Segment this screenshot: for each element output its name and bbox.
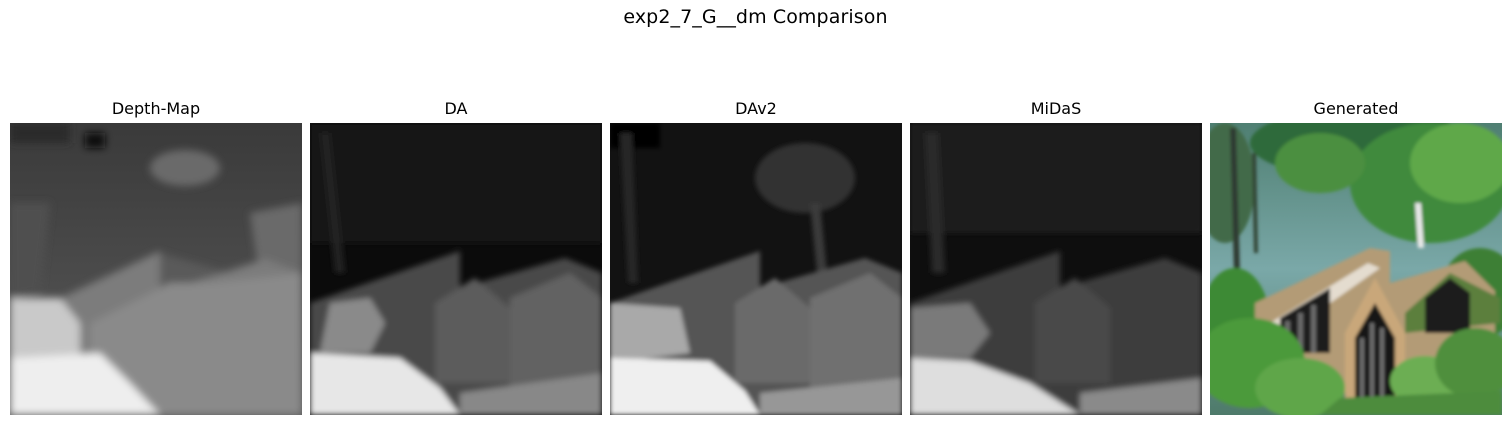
panel-label-generated: Generated: [1313, 99, 1399, 118]
midas-depth-image: [910, 123, 1202, 415]
panel-label-midas: MiDaS: [1030, 99, 1082, 118]
panel-depth-map: Depth-Map: [10, 0, 302, 425]
depth-map-image: [10, 123, 302, 415]
da-depth-image: [310, 123, 602, 415]
panel-generated: Generated: [1210, 0, 1502, 425]
panel-label-da: DA: [444, 99, 468, 118]
generated-house-image: [1210, 123, 1502, 415]
panel-label-depth-map: Depth-Map: [111, 99, 201, 118]
panel-da: DA: [310, 0, 602, 425]
panel-dav2: DAv2: [610, 0, 902, 425]
dav2-depth-image: [610, 123, 902, 415]
panel-label-dav2: DAv2: [735, 99, 777, 118]
figure-title: exp2_7_G__dm Comparison: [623, 6, 888, 28]
panel-midas: MiDaS: [910, 0, 1202, 425]
